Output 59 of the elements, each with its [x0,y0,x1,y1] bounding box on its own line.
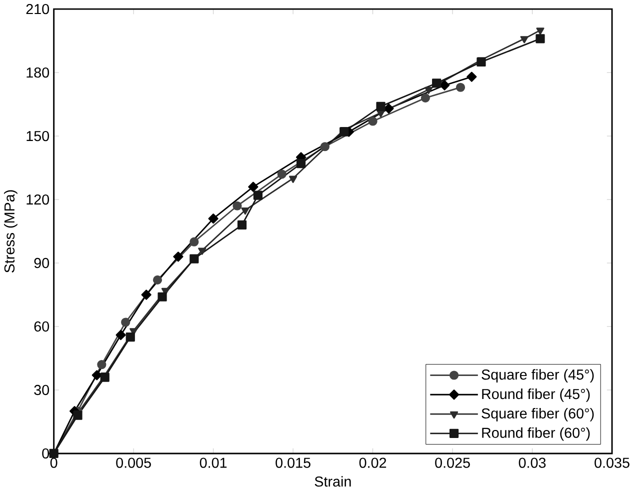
point [320,142,330,152]
point [73,411,82,420]
point [248,182,258,192]
x-tick-label: 0.03 [518,458,546,468]
x-tick-label: 0.015 [276,458,310,468]
y-tick-label: 180 [26,68,50,78]
point [173,252,184,262]
point [536,28,544,35]
point [158,292,167,302]
x-tick-label: 0 [50,458,58,468]
point [536,34,545,44]
point [466,72,477,82]
y-tick-label: 0 [42,448,50,459]
x-tick-label: 0.025 [435,458,470,468]
x-axis-title: Strain [314,476,351,487]
point [289,176,298,184]
point [237,220,247,230]
y-tick-label: 90 [34,258,50,268]
point [368,116,378,126]
point [456,82,466,92]
point [190,254,199,264]
point [420,94,430,103]
point [100,372,110,382]
point [424,87,433,94]
point [384,104,394,114]
legend-label: Square fiber (60°) [482,408,594,422]
point [116,330,126,340]
x-tick-label: 0.01 [200,458,227,468]
point [340,127,349,137]
point [121,318,130,327]
point [440,80,450,90]
point [432,78,442,88]
point [141,290,152,300]
point [253,190,263,200]
x-tick-label: 0.02 [359,458,386,468]
point [520,36,528,44]
y-tick-label: 60 [34,322,50,332]
point [232,202,242,211]
legend-label: Round fiber (60°) [482,428,590,441]
point [190,237,199,247]
point [198,248,206,256]
y-axis-title: Stress (MPa) [4,190,18,273]
y-tick-label: 120 [26,194,50,205]
point [241,208,250,215]
x-tick-label: 0.035 [594,458,630,468]
y-tick-label: 210 [26,4,50,14]
y-tick-label: 150 [26,131,50,142]
point [152,276,162,285]
y-tick-label: 30 [34,385,50,396]
point [277,170,286,179]
point [296,159,306,168]
point [376,102,386,112]
legend-label: Square fiber (45°) [482,369,594,383]
point [126,332,135,342]
point [208,214,218,224]
point [97,360,106,370]
x-tick-label: 0.005 [116,458,151,468]
point [92,370,102,380]
legend-label: Round fiber (45°) [482,388,590,402]
